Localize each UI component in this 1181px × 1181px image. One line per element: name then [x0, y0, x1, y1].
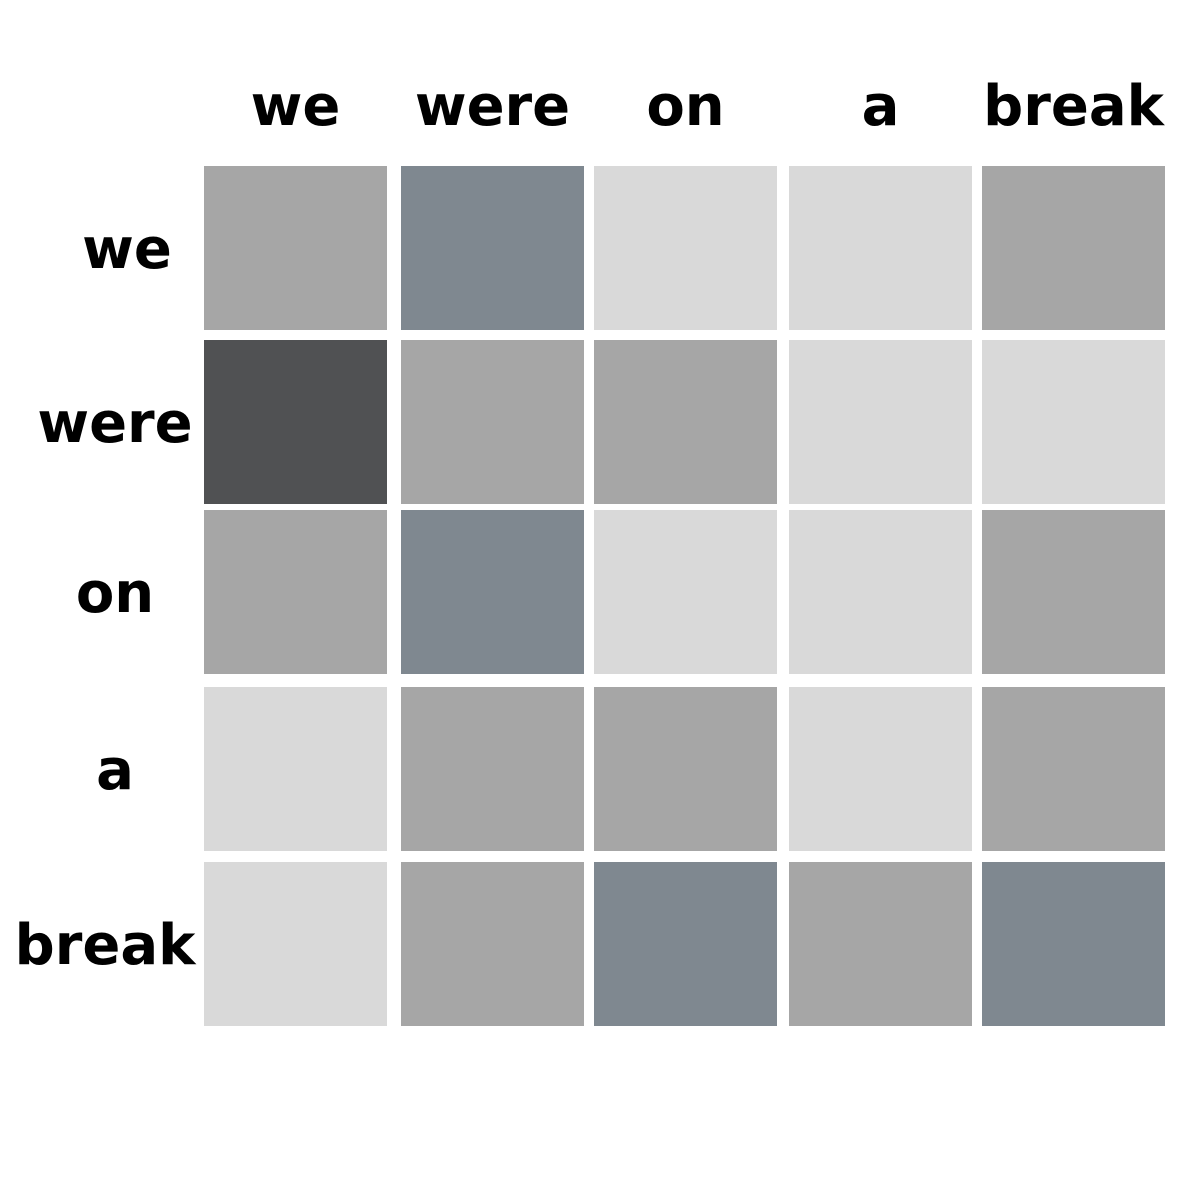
- heatmap-cell-were-on: [594, 340, 777, 504]
- heatmap-cell-a-we: [204, 687, 387, 851]
- row-label-1: were: [37, 391, 192, 456]
- heatmap-cell-we-on: [594, 166, 777, 330]
- row-label-2: on: [76, 561, 154, 626]
- row-label-3: a: [96, 738, 134, 803]
- heatmap-cell-were-were: [401, 340, 584, 504]
- heatmap-cell-on-on: [594, 510, 777, 674]
- column-label-4: break: [983, 74, 1165, 139]
- heatmap-cell-a-were: [401, 687, 584, 851]
- heatmap-cell-on-a: [789, 510, 972, 674]
- column-label-1: were: [415, 74, 570, 139]
- heatmap-cell-break-we: [204, 862, 387, 1026]
- heatmap-cell-a-a: [789, 687, 972, 851]
- heatmap-cell-break-were: [401, 862, 584, 1026]
- row-label-4: break: [15, 913, 197, 978]
- heatmap-cell-a-on: [594, 687, 777, 851]
- row-label-0: we: [82, 217, 172, 282]
- column-labels: we were on a break: [251, 74, 1166, 139]
- heatmap-cell-we-break: [982, 166, 1165, 330]
- heatmap-cell-a-break: [982, 687, 1165, 851]
- heatmap-cell-on-were: [401, 510, 584, 674]
- heatmap-cell-break-break: [982, 862, 1165, 1026]
- heatmap-cell-on-we: [204, 510, 387, 674]
- column-label-2: on: [646, 74, 724, 139]
- heatmap-cell-on-break: [982, 510, 1165, 674]
- heatmap-cell-we-a: [789, 166, 972, 330]
- row-labels: we were on a break: [15, 217, 197, 978]
- column-label-0: we: [251, 74, 341, 139]
- heatmap-cell-break-on: [594, 862, 777, 1026]
- heatmap-cell-break-a: [789, 862, 972, 1026]
- heatmap-cells: [204, 166, 1165, 1026]
- heatmap-cell-were-break: [982, 340, 1165, 504]
- heatmap-cell-we-were: [401, 166, 584, 330]
- column-label-3: a: [862, 74, 900, 139]
- heatmap-cell-we-we: [204, 166, 387, 330]
- heatmap-cell-were-we: [204, 340, 387, 504]
- heatmap-cell-were-a: [789, 340, 972, 504]
